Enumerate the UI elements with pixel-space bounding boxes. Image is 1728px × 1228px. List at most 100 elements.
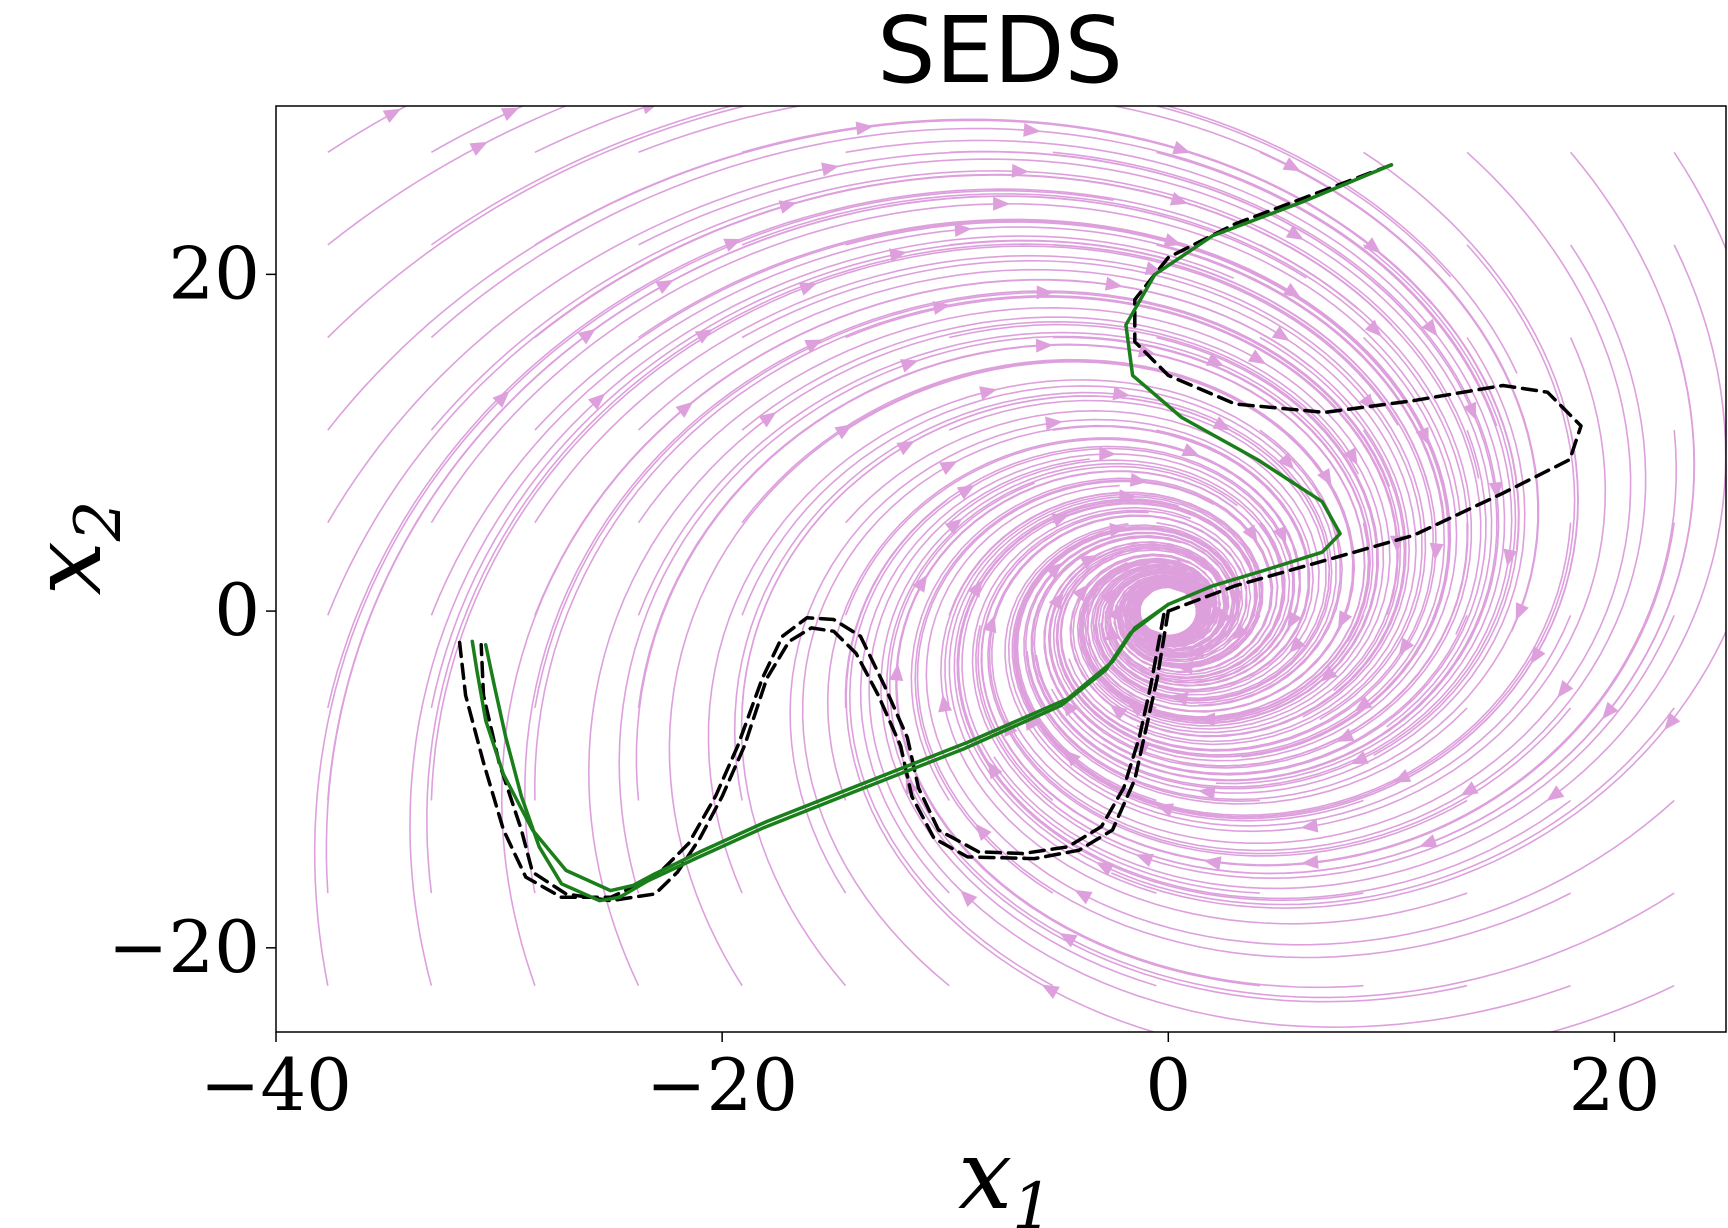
stream-arrow: [975, 823, 992, 842]
stream-arrow: [1194, 597, 1208, 617]
y-axis-label-group: x2: [11, 501, 136, 596]
stream-arrow: [1129, 472, 1148, 487]
stream-arrow: [954, 222, 972, 237]
stream-arrow: [1320, 665, 1338, 682]
stream-arrow: [758, 411, 777, 428]
stream-arrow: [1398, 637, 1415, 656]
streamline: [1030, 337, 1526, 794]
stream-arrow: [1175, 660, 1194, 675]
streamline: [533, 294, 1399, 801]
stream-arrow: [1105, 622, 1120, 641]
stream-arrow: [1169, 192, 1189, 206]
stream-arrow: [1172, 140, 1191, 155]
x-tick-label: −20: [646, 1043, 798, 1127]
stream-arrow: [1203, 856, 1222, 871]
streamline: [637, 343, 1366, 718]
stream-arrow: [1063, 749, 1081, 767]
stream-arrow: [1100, 588, 1117, 606]
streamline: [949, 150, 1498, 781]
stream-arrow: [889, 248, 908, 263]
stream-arrow: [1530, 646, 1546, 665]
stream-arrow: [1171, 558, 1190, 573]
stream-arrow: [1287, 611, 1302, 630]
stream-arrow: [1181, 443, 1200, 457]
streamline: [638, 218, 1452, 758]
stream-arrow: [1119, 489, 1137, 504]
streamline: [327, 106, 568, 246]
stream-arrow: [1197, 712, 1216, 727]
y-axis-label-subscript: 2: [62, 501, 136, 543]
stream-arrow: [938, 694, 953, 713]
stream-arrow: [694, 329, 714, 344]
stream-arrow: [492, 390, 510, 408]
stream-arrow: [896, 440, 915, 456]
stream-arrow: [1301, 854, 1319, 869]
stream-arrow: [1282, 157, 1301, 172]
stream-arrow: [500, 107, 520, 121]
stream-arrow: [1184, 569, 1201, 588]
y-axis-label: x2: [11, 501, 136, 596]
x-axis-ticks: −40 −20 0 20: [200, 1032, 1660, 1127]
stream-arrow: [1602, 701, 1619, 720]
streamline: [638, 158, 1493, 728]
stream-arrow: [1109, 704, 1128, 721]
streamline: [430, 127, 1498, 427]
stream-arrow: [1546, 785, 1565, 801]
stream-arrow: [1023, 122, 1041, 137]
stream-arrow: [1212, 416, 1231, 431]
stream-arrow: [1108, 602, 1122, 622]
streamline: [741, 385, 1337, 704]
stream-arrow: [587, 393, 606, 410]
stream-arrow: [798, 282, 818, 296]
stream-arrow: [1488, 481, 1503, 500]
streamline: [327, 106, 1452, 339]
stream-arrow: [1363, 237, 1381, 254]
y-axis-ticks: −20 0 20: [108, 231, 276, 989]
streamline: [431, 106, 525, 153]
stream-arrow: [1285, 225, 1304, 240]
streamline: [1052, 336, 1458, 762]
stream-arrow: [1109, 522, 1128, 537]
stream-arrow: [1104, 276, 1123, 291]
streamline: [534, 106, 651, 154]
stream-arrow: [1503, 548, 1518, 567]
stream-arrow: [1415, 426, 1429, 446]
stream-arrow: [723, 238, 742, 252]
stream-arrow: [1210, 604, 1226, 623]
streamline: [981, 430, 1678, 866]
stream-arrow: [1079, 555, 1099, 570]
stream-arrow: [956, 484, 975, 500]
stream-arrow: [1300, 818, 1319, 833]
stream-arrow: [1247, 349, 1267, 365]
streamline: [327, 195, 1307, 801]
streamline: [587, 320, 1360, 987]
streamline: [523, 290, 1391, 894]
x-tick-label: 0: [1145, 1043, 1191, 1127]
stream-arrow: [1288, 636, 1306, 654]
streamline: [534, 291, 1402, 709]
stream-arrow: [960, 890, 978, 908]
y-tick-label: 0: [214, 568, 260, 652]
streamline: [430, 106, 1518, 374]
streamline: [868, 458, 1571, 1029]
y-tick-label: −20: [108, 905, 260, 989]
demonstration-trajectory: [457, 612, 1166, 900]
streamline: [430, 202, 1462, 524]
stream-arrow: [1045, 562, 1063, 579]
streamline: [1033, 244, 1517, 790]
streamline: [741, 259, 1423, 746]
streamline: [848, 447, 1294, 987]
chart-title: SEDS: [877, 0, 1123, 104]
stream-arrow: [939, 460, 958, 476]
streamline: [1056, 244, 1446, 756]
stream-arrow: [1419, 834, 1438, 848]
streamline: [885, 465, 1468, 1003]
stream-arrow: [1354, 695, 1373, 712]
streamline: [740, 395, 1331, 987]
stream-arrow: [1142, 633, 1161, 651]
streamline: [1110, 151, 1726, 909]
stream-arrow: [912, 574, 928, 593]
stream-arrow: [889, 663, 904, 681]
streamline: [430, 226, 1446, 616]
streamline: [1050, 151, 1500, 782]
